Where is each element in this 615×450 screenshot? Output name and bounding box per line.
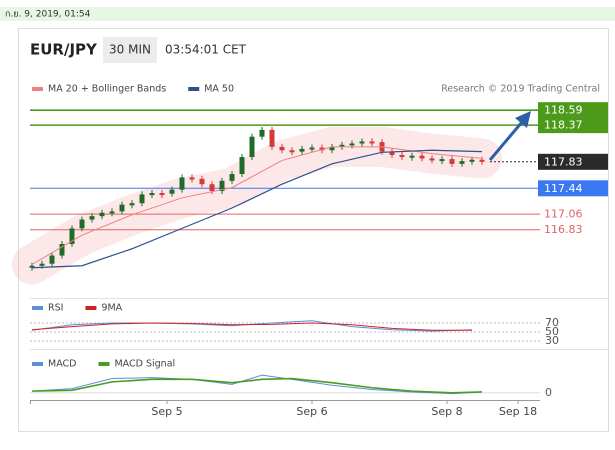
- candle: [79, 219, 85, 229]
- candle: [119, 204, 125, 212]
- x-tick-label: Sep 6: [296, 405, 327, 418]
- candle: [39, 263, 45, 266]
- candle: [259, 129, 265, 137]
- legend-label: MA 20 + Bollinger Bands: [48, 84, 166, 95]
- y-tick-label: 0: [545, 386, 552, 399]
- level-label-box: [538, 117, 608, 134]
- candle: [219, 180, 225, 192]
- candle: [389, 151, 395, 156]
- candle: [69, 228, 75, 244]
- candle: [89, 216, 95, 220]
- candle: [309, 147, 315, 150]
- candle: [139, 194, 145, 204]
- candle: [159, 193, 165, 196]
- candle: [129, 203, 135, 206]
- macd-line: [31, 374, 483, 395]
- candle: [399, 155, 405, 158]
- interval-box: [103, 37, 157, 63]
- candle: [449, 159, 455, 164]
- level-label: 117.83: [544, 155, 583, 168]
- candle: [59, 244, 65, 256]
- candle: [249, 136, 255, 158]
- candle: [29, 265, 35, 268]
- legend-label: RSI: [48, 303, 63, 314]
- candle: [459, 161, 465, 164]
- candle: [319, 147, 325, 151]
- x-tick-label: Sep 5: [151, 405, 182, 418]
- candle: [329, 146, 335, 151]
- y-tick-label: 50: [545, 325, 559, 338]
- level-label: 117.44: [544, 182, 583, 195]
- y-tick-label: 70: [545, 316, 559, 329]
- level-label: 117.06: [544, 208, 583, 221]
- rsi-ma-line: [31, 322, 472, 331]
- level-label: 118.37: [544, 119, 583, 132]
- candle: [189, 177, 195, 180]
- level-label-box: [538, 102, 608, 119]
- candle: [239, 157, 245, 175]
- forecast-arrowhead: [515, 111, 531, 128]
- legend-swatch: [188, 87, 200, 91]
- macd-signal-line: [31, 377, 483, 394]
- credit: Research © 2019 Trading Central: [441, 84, 600, 95]
- candle: [269, 129, 275, 147]
- legend-label: MACD: [48, 359, 76, 370]
- candle: [109, 211, 115, 214]
- candle: [289, 150, 295, 153]
- candle: [359, 141, 365, 144]
- level-label-box: [538, 180, 608, 197]
- date-band: [0, 7, 615, 21]
- legend-swatch: [98, 362, 110, 366]
- timestamp: ก.ย. 9, 2019, 01:54: [5, 10, 91, 20]
- ma20-line: [31, 146, 483, 265]
- candle: [279, 146, 285, 151]
- legend-label: MACD Signal: [114, 359, 175, 370]
- candle: [229, 174, 235, 181]
- legend-label: 9MA: [101, 303, 122, 314]
- ma50-line: [31, 149, 483, 269]
- symbol: EUR/JPY: [30, 41, 98, 59]
- candle: [339, 144, 345, 147]
- candle: [299, 148, 305, 152]
- candle: [439, 159, 445, 162]
- candle: [409, 155, 415, 158]
- level-label-box: [538, 153, 608, 170]
- legend-swatch: [32, 362, 43, 366]
- level-label: 118.59: [544, 104, 583, 117]
- candle: [149, 193, 155, 196]
- legend-swatch: [85, 306, 97, 310]
- candle: [349, 143, 355, 146]
- legend-swatch: [32, 87, 43, 91]
- x-tick-label: Sep 18: [499, 405, 537, 418]
- forecast-arrow: [488, 121, 524, 161]
- interval: 30 MIN: [109, 43, 151, 57]
- legend-label: MA 50: [204, 84, 234, 95]
- candle: [179, 177, 185, 190]
- candle: [479, 159, 485, 162]
- candle: [49, 255, 55, 264]
- y-tick-label: 30: [545, 334, 559, 347]
- time: 03:54:01 CET: [165, 43, 247, 57]
- candle: [199, 178, 205, 185]
- candle: [369, 141, 375, 144]
- candle: [429, 158, 435, 161]
- candle: [419, 155, 425, 159]
- level-label: 116.83: [544, 223, 583, 236]
- candle: [209, 184, 215, 192]
- candle: [99, 212, 105, 217]
- legend-swatch: [32, 306, 43, 310]
- candle: [469, 159, 475, 162]
- candle: [169, 189, 175, 194]
- x-tick-label: Sep 8: [431, 405, 462, 418]
